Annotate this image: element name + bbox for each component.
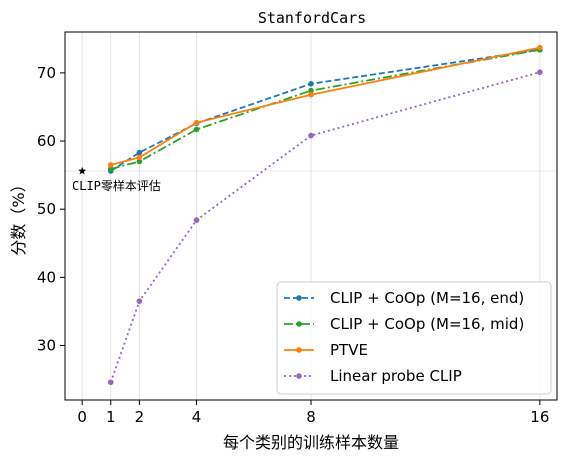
legend-marker bbox=[296, 295, 302, 301]
legend-label: Linear probe CLIP bbox=[330, 367, 462, 385]
zero-shot-label: CLIP零样本评估 bbox=[72, 178, 161, 193]
data-point bbox=[136, 158, 143, 165]
y-axis-ticks: 30 40 50 60 70 bbox=[37, 64, 65, 354]
series-1 bbox=[107, 46, 543, 172]
data-point bbox=[193, 126, 200, 133]
data-point bbox=[308, 80, 314, 87]
data-point bbox=[136, 149, 143, 156]
legend: CLIP + CoOp (M=16, end) CLIP + CoOp (M=16… bbox=[276, 281, 552, 395]
x-tick-label: 8 bbox=[306, 408, 316, 426]
legend-label: PTVE bbox=[330, 341, 368, 359]
x-tick-label: 4 bbox=[192, 408, 202, 426]
legend-label: CLIP + CoOp (M=16, mid) bbox=[330, 315, 524, 333]
series-0 bbox=[107, 46, 543, 174]
zero-shot-marker bbox=[78, 166, 87, 175]
legend-box bbox=[276, 281, 552, 395]
series-line bbox=[110, 46, 541, 166]
data-point bbox=[136, 298, 143, 304]
series-3 bbox=[107, 69, 543, 386]
series-line bbox=[110, 48, 540, 170]
y-tick-label: 60 bbox=[37, 132, 56, 150]
x-tick-label: 0 bbox=[77, 408, 87, 426]
legend-label: CLIP + CoOp (M=16, end) bbox=[330, 289, 524, 307]
data-point bbox=[107, 162, 114, 168]
y-tick-label: 30 bbox=[37, 336, 56, 354]
series-2 bbox=[107, 44, 543, 168]
data-point bbox=[107, 379, 114, 386]
data-point bbox=[308, 132, 314, 139]
legend-marker bbox=[296, 347, 302, 353]
data-point bbox=[308, 91, 314, 98]
x-axis-ticks: 0 1 2 4 8 16 bbox=[77, 400, 549, 426]
x-tick-label: 16 bbox=[530, 408, 549, 426]
data-point bbox=[193, 119, 200, 126]
x-tick-label: 2 bbox=[135, 408, 145, 426]
y-tick-label: 40 bbox=[37, 268, 56, 286]
series-layer bbox=[107, 44, 543, 386]
data-point bbox=[136, 154, 143, 161]
legend-marker bbox=[296, 321, 302, 327]
x-axis-label: 每个类别的训练样本数量 bbox=[223, 433, 399, 452]
chart-title: StanfordCars bbox=[258, 9, 366, 27]
series-line bbox=[110, 48, 540, 172]
y-tick-label: 70 bbox=[37, 64, 56, 82]
data-point bbox=[193, 217, 200, 223]
y-axis-label: 分数（%） bbox=[9, 176, 28, 255]
data-point bbox=[537, 44, 543, 51]
data-point bbox=[308, 87, 314, 94]
data-point bbox=[107, 166, 114, 172]
legend-marker bbox=[296, 373, 302, 379]
x-tick-label: 1 bbox=[106, 408, 116, 426]
y-tick-label: 50 bbox=[37, 200, 56, 218]
data-point bbox=[537, 69, 543, 76]
